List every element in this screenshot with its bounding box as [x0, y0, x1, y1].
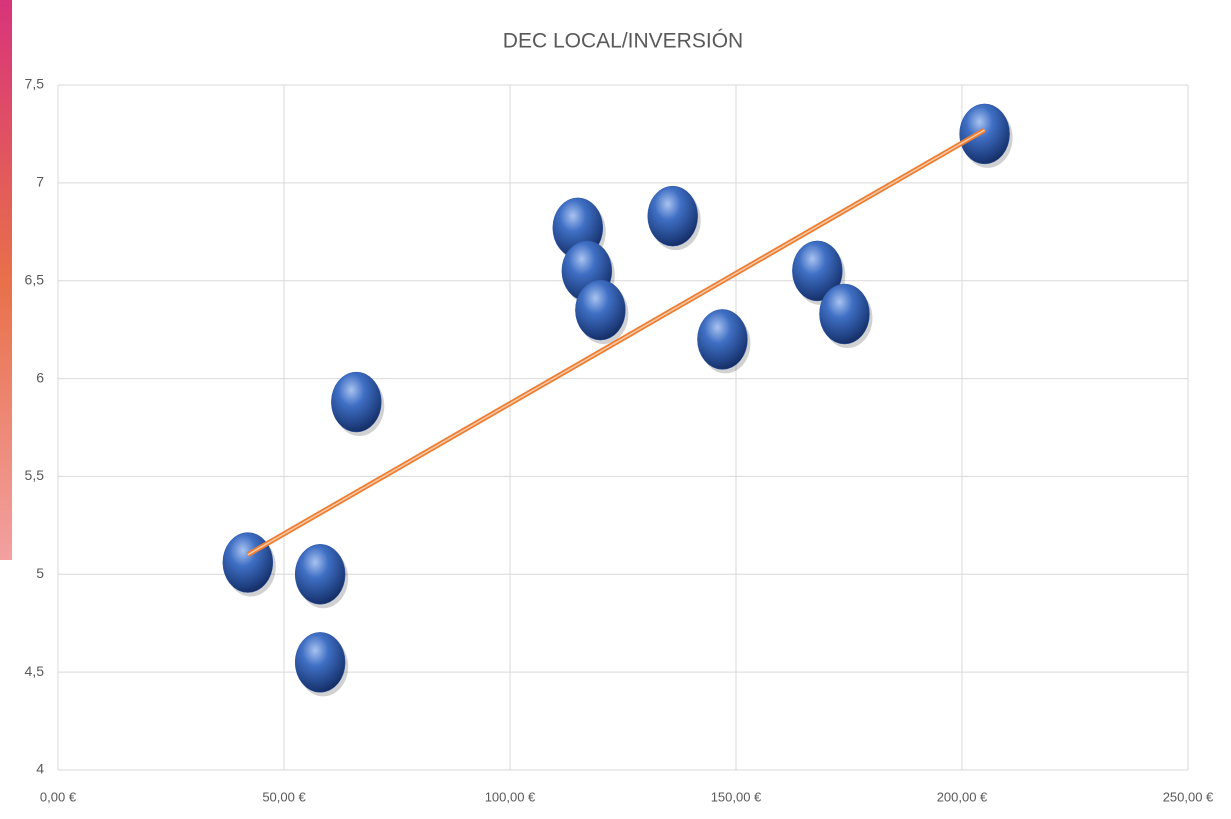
point [294, 632, 346, 693]
y-tick-label: 6 [36, 369, 44, 385]
edge-decoration [0, 0, 12, 560]
x-tick-label: 100,00 € [485, 789, 536, 804]
point [575, 279, 626, 341]
point [697, 309, 748, 370]
chart-background [12, 2, 1231, 819]
point [792, 240, 843, 302]
y-tick-label: 4 [36, 761, 44, 777]
point [959, 103, 1010, 165]
point [222, 532, 274, 593]
point [647, 185, 698, 247]
x-tick-label: 0,00 € [40, 789, 77, 804]
chart-title: DEC LOCAL/INVERSIÓN [503, 30, 743, 53]
trendline-highlight [247, 129, 985, 556]
y-tick-label: 5 [36, 565, 44, 581]
x-tick-label: 50,00 € [262, 789, 306, 804]
y-tick-label: 5,5 [25, 467, 45, 483]
point [294, 544, 346, 605]
y-tick-label: 6,5 [25, 271, 45, 287]
y-tick-label: 4,5 [25, 663, 45, 679]
x-tick-label: 200,00 € [937, 789, 988, 804]
x-tick-label: 250,00 € [1163, 789, 1214, 804]
point [819, 283, 870, 345]
y-tick-label: 7,5 [25, 76, 45, 92]
y-tick-label: 7 [36, 174, 44, 190]
point [331, 371, 382, 433]
x-tick-label: 150,00 € [711, 789, 762, 804]
